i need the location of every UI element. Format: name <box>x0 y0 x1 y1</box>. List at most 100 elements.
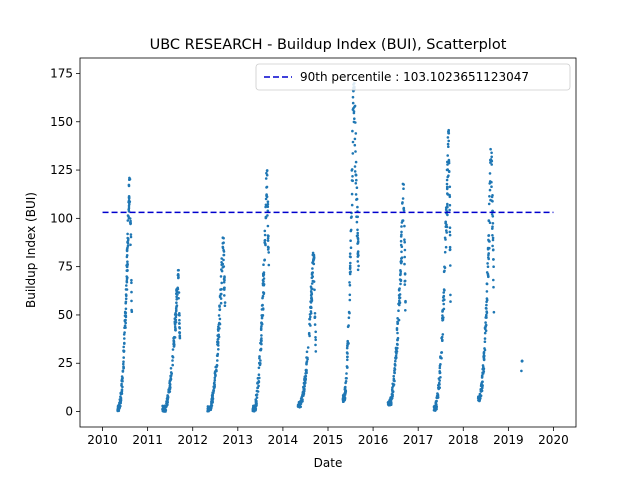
scatter-point-955 <box>401 201 404 204</box>
scatter-point-714 <box>305 370 308 373</box>
scatter-point-359 <box>212 389 215 392</box>
scatter-point-53 <box>127 204 131 208</box>
scatter-point-855 <box>349 246 353 249</box>
scatter-point-392 <box>214 373 217 377</box>
scatter-point-440 <box>217 323 221 326</box>
scatter-point-1249 <box>490 213 494 216</box>
x-axis-label: Date <box>314 456 343 470</box>
scatter-point-588 <box>265 173 269 177</box>
scatter-point-750 <box>353 137 357 141</box>
scatter-point-1198 <box>439 356 442 360</box>
scatter-point-732 <box>303 375 307 379</box>
scatter-point-745 <box>303 387 306 391</box>
scatter-point-1007 <box>403 238 406 241</box>
scatter-point-719 <box>314 343 317 347</box>
scatter-point-816 <box>356 240 360 243</box>
scatter-point-418 <box>217 333 220 337</box>
scatter-point-1039 <box>387 401 391 405</box>
scatter-point-557 <box>262 291 266 295</box>
scatter-point-283 <box>169 367 173 370</box>
scatter-point-143 <box>125 247 129 251</box>
scatter-point-1325 <box>485 282 489 286</box>
scatter-point-137 <box>120 388 124 392</box>
scatter-point-1337 <box>478 399 481 403</box>
scatter-point-1282 <box>489 147 492 151</box>
scatter-point-1235 <box>483 340 487 344</box>
scatter-point-1046 <box>388 403 392 407</box>
scatter-point-891 <box>355 197 359 201</box>
scatter-point-1300 <box>488 188 492 192</box>
scatter-point-1288 <box>482 358 486 361</box>
scatter-point-1286 <box>482 354 486 357</box>
scatter-point-259 <box>175 313 178 317</box>
scatter-point-442 <box>212 391 215 395</box>
scatter-point-99 <box>122 356 125 359</box>
scatter-point-540 <box>265 169 269 172</box>
scatter-point-1121 <box>442 302 446 306</box>
scatter-point-1320 <box>483 326 487 330</box>
scatter-point-1179 <box>444 221 447 225</box>
scatter-point-1122 <box>445 168 449 172</box>
scatter-point-1315 <box>488 172 492 175</box>
scatter-point-272 <box>168 384 172 388</box>
scatter-point-1192 <box>439 363 442 366</box>
scatter-point-437 <box>207 408 211 412</box>
scatter-point-98 <box>124 311 128 315</box>
scatter-point-1040 <box>404 309 407 312</box>
scatter-point-397 <box>219 297 223 300</box>
scatter-point-1196 <box>442 316 445 319</box>
scatter-point-1189 <box>446 205 449 209</box>
scatter-point-681 <box>309 312 313 315</box>
scatter-point-581 <box>265 171 268 175</box>
scatter-point-237 <box>169 375 173 378</box>
scatter-point-1131 <box>446 202 449 206</box>
scatter-point-577 <box>255 393 259 396</box>
scatter-point-1108 <box>444 238 447 241</box>
scatter-point-872 <box>348 271 352 274</box>
scatter-point-1017 <box>399 243 403 247</box>
scatter-point-542 <box>266 234 270 237</box>
scatter-point-1244 <box>487 202 491 206</box>
scatter-point-436 <box>211 395 214 399</box>
scatter-point-871 <box>355 178 358 182</box>
scatter-point-892 <box>348 298 352 302</box>
scatter-point-1223 <box>486 265 490 269</box>
scatter-point-147 <box>123 324 127 328</box>
scatter-point-447 <box>217 335 221 339</box>
scatter-point-291 <box>174 328 177 332</box>
scatter-point-478 <box>266 239 270 242</box>
scatter-point-233 <box>171 363 174 367</box>
y-tick-label-6: 150 <box>50 115 73 129</box>
legend-label: 90th percentile : 103.1023651123047 <box>300 70 529 84</box>
scatter-point-739 <box>309 301 313 304</box>
scatter-point-1112 <box>447 145 450 148</box>
scatter-point-1190 <box>434 405 437 408</box>
scatter-point-390 <box>213 378 217 382</box>
scatter-point-1180 <box>441 319 444 322</box>
scatter-point-205 <box>175 298 178 301</box>
scatter-point-1350 <box>520 369 523 373</box>
scatter-point-693 <box>305 350 309 354</box>
scatter-point-1220 <box>483 331 487 335</box>
scatter-point-622 <box>313 288 316 292</box>
scatter-point-409 <box>214 365 217 369</box>
scatter-point-1222 <box>490 163 494 166</box>
scatter-point-1277 <box>484 316 488 319</box>
scatter-point-1329 <box>490 151 493 155</box>
scatter-point-1086 <box>445 182 449 186</box>
scatter-point-1128 <box>449 300 452 303</box>
scatter-point-380 <box>218 317 222 321</box>
scatter-point-1150 <box>440 335 444 339</box>
scatter-point-536 <box>258 356 261 360</box>
scatter-point-434 <box>220 263 223 267</box>
scatter-point-44 <box>125 279 129 283</box>
y-tick-label-7: 175 <box>50 66 73 80</box>
chart-title: UBC RESEARCH - Buildup Index (BUI), Scat… <box>150 37 507 53</box>
scatter-point-1323 <box>492 285 495 289</box>
scatter-point-846 <box>351 175 354 178</box>
scatter-point-862 <box>353 104 357 108</box>
scatter-point-134 <box>124 321 127 325</box>
scatter-point-738 <box>311 287 314 291</box>
scatter-point-771 <box>348 293 352 297</box>
scatter-point-320 <box>222 248 225 252</box>
